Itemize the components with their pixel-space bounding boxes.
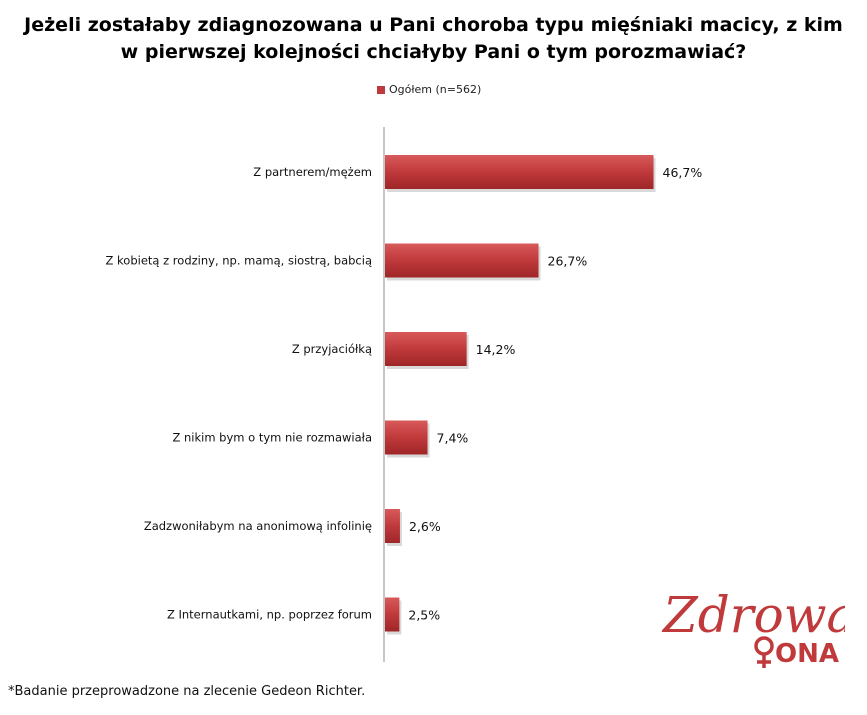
category-label-0: Z partnerem/mężem: [253, 165, 372, 179]
chart-title: Jeżeli zostałaby zdiagnozowana u Pani ch…: [0, 12, 867, 66]
logo-word-ona: ONA: [775, 639, 839, 669]
logo-word: Zdrowa: [661, 586, 845, 644]
bar-4: [385, 509, 400, 543]
data-label-4: 2,6%: [409, 519, 441, 534]
legend-label: Ogółem (n=562): [389, 83, 482, 96]
category-label-2: Z przyjaciółką: [292, 342, 372, 356]
data-label-5: 2,5%: [408, 608, 440, 623]
bar-0: [385, 155, 654, 189]
data-label-0: 46,7%: [663, 165, 703, 180]
female-symbol-icon: [754, 636, 774, 668]
data-label-3: 7,4%: [437, 431, 469, 446]
bar-2: [385, 332, 467, 366]
category-label-4: Zadzwoniłabym na anonimową infolinię: [144, 519, 372, 533]
zdrowa-ona-logo: Zdrowa ONA: [655, 570, 856, 680]
category-label-1: Z kobietą z rodziny, np. mamą, siostrą, …: [106, 254, 372, 268]
chart-title-line-2: w pierwszej kolejności chciałyby Pani o …: [120, 41, 747, 63]
data-label-2: 14,2%: [476, 342, 516, 357]
category-label-3: Z nikim bym o tym nie rozmawiała: [172, 431, 372, 445]
bar-5: [385, 597, 400, 632]
category-label-5: Z Internautkami, np. poprzez forum: [167, 608, 372, 622]
footnote: *Badanie przeprowadzone na zlecenie Gede…: [8, 684, 366, 699]
legend-swatch: [377, 85, 385, 94]
logo-artwork: Zdrowa ONA: [661, 586, 856, 669]
data-label-1: 26,7%: [548, 254, 588, 269]
chart-title-line-1: Jeżeli zostałaby zdiagnozowana u Pani ch…: [24, 14, 843, 36]
legend: Ogółem (n=562): [377, 83, 481, 96]
bar-1: [385, 243, 539, 278]
bar-3: [385, 420, 428, 455]
